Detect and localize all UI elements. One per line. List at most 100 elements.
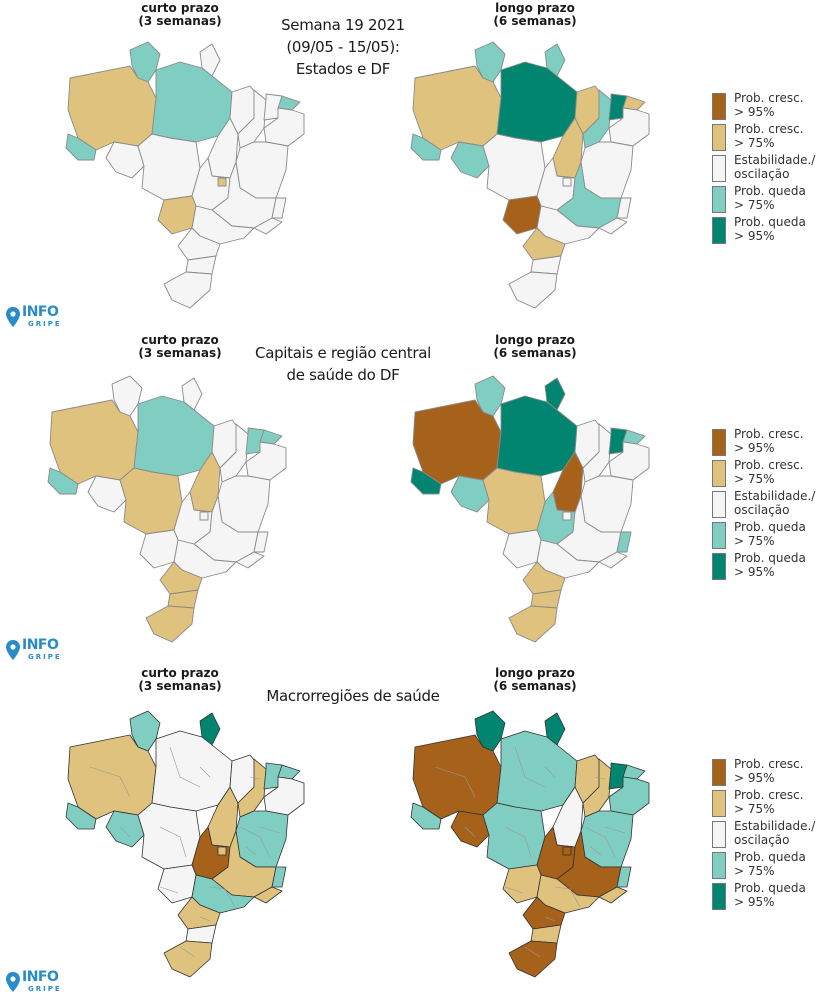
region-rs xyxy=(508,940,558,978)
macro-subdivision-line xyxy=(239,826,271,858)
panel-estados: curto prazo (3 semanas) Semana 19 2021 (… xyxy=(0,0,828,332)
legend-label: Prob. queda > 75% xyxy=(734,184,806,212)
region-rj xyxy=(598,217,628,235)
long-term-header: longo prazo (6 semanas) xyxy=(460,334,610,360)
region-df xyxy=(199,511,209,521)
long-term-label: longo prazo xyxy=(495,666,575,680)
legend-label: Prob. queda > 95% xyxy=(734,881,806,909)
region-rj xyxy=(598,886,628,904)
macro-subdivision-line xyxy=(159,886,179,894)
title-line-2: (09/05 - 15/05): xyxy=(286,38,400,56)
region-rr xyxy=(111,375,143,417)
short-term-weeks: (3 semanas) xyxy=(138,346,222,360)
map-macro-curto-prazo xyxy=(65,710,305,978)
legend-swatch xyxy=(712,522,726,549)
legend-label: Prob. cresc. > 75% xyxy=(734,458,804,486)
panel-capitais: curto prazo (3 semanas) Capitais e regiã… xyxy=(0,332,828,667)
region-mt xyxy=(119,467,183,535)
legend-swatch xyxy=(712,124,726,151)
region-es xyxy=(616,866,632,888)
legend-label: Prob. cresc. > 75% xyxy=(734,788,804,816)
region-ap xyxy=(181,377,203,411)
region-rj xyxy=(253,217,283,235)
legend-label: Prob. queda > 95% xyxy=(734,551,806,579)
long-term-header: longo prazo (6 semanas) xyxy=(460,667,610,693)
macro-subdivision-line xyxy=(590,846,602,856)
location-pin-icon xyxy=(6,640,20,660)
subtitle-line-2: de saúde do DF xyxy=(286,366,400,384)
region-ap xyxy=(544,43,566,77)
region-rn xyxy=(277,95,301,111)
legend-swatch xyxy=(712,429,726,456)
macro-subdivision-line xyxy=(504,826,532,858)
region-ce xyxy=(263,762,283,790)
region-ap xyxy=(544,377,566,411)
short-term-header: curto prazo (3 semanas) xyxy=(105,667,255,693)
legend-item-queda95: Prob. queda > 95% xyxy=(712,551,824,582)
macro-subdivision-line xyxy=(119,826,131,838)
legend-swatch xyxy=(712,491,726,518)
legend-item-cresc95: Prob. cresc. > 95% xyxy=(712,757,824,788)
macro-subdivision-line xyxy=(434,766,476,798)
location-pin-icon xyxy=(6,972,20,992)
infogripe-logo: INFO GRIPE xyxy=(6,970,66,996)
map-capitais-curto-prazo xyxy=(47,375,287,643)
logo-word-info: INFO xyxy=(22,969,59,985)
region-rn xyxy=(622,429,646,445)
legend-item-queda75: Prob. queda > 75% xyxy=(712,184,824,215)
region-ce xyxy=(245,427,265,455)
logo-word-gripe: GRIPE xyxy=(28,653,62,661)
macro-subdivision-line xyxy=(159,826,187,858)
region-es xyxy=(271,866,287,888)
legend-item-estavel: Estabilidade./oscilação xyxy=(712,153,824,184)
legend-item-queda95: Prob. queda > 95% xyxy=(712,881,824,912)
short-term-header: curto prazo (3 semanas) xyxy=(105,2,255,28)
macro-subdivision-line xyxy=(199,766,211,778)
region-ms xyxy=(502,195,542,235)
legend-label: Prob. queda > 75% xyxy=(734,520,806,548)
legend-label: Prob. cresc. > 95% xyxy=(734,757,804,785)
long-term-weeks: (6 semanas) xyxy=(493,679,577,693)
legend-item-estavel: Estabilidade./oscilação xyxy=(712,819,824,850)
region-ap xyxy=(199,43,221,77)
long-term-weeks: (6 semanas) xyxy=(493,346,577,360)
region-mt xyxy=(482,467,546,535)
region-pa xyxy=(151,730,233,812)
legend-item-cresc95: Prob. cresc. > 95% xyxy=(712,91,824,122)
macro-subdivision-line xyxy=(504,886,524,894)
region-rr xyxy=(129,41,161,83)
region-es xyxy=(616,197,632,219)
region-pa xyxy=(151,61,233,143)
legend-swatch xyxy=(712,155,726,182)
infogripe-logo: INFO GRIPE xyxy=(6,305,66,331)
region-ms xyxy=(157,195,197,235)
legend-item-queda75: Prob. queda > 75% xyxy=(712,520,824,551)
map-capitais-longo-prazo xyxy=(410,375,650,643)
macro-subdivision-line xyxy=(245,846,257,856)
legend-item-cresc75: Prob. cresc. > 75% xyxy=(712,458,824,489)
logo-word-gripe: GRIPE xyxy=(28,320,62,328)
region-ac xyxy=(410,467,442,495)
region-df xyxy=(562,511,572,521)
subtitle-line-1: Macrorregiões de saúde xyxy=(266,687,440,705)
region-pa xyxy=(496,730,578,812)
legend-item-cresc75: Prob. cresc. > 75% xyxy=(712,788,824,819)
legend-macro: Prob. cresc. > 95% Prob. cresc. > 75% Estabi… xyxy=(712,757,824,912)
section-title-macro: Macrorregiões de saúde xyxy=(253,685,453,707)
legend-estados: Prob. cresc. > 95% Prob. cresc. > 75% Estabi… xyxy=(712,91,824,246)
region-ba xyxy=(217,475,271,533)
region-pa xyxy=(133,395,215,477)
region-rs xyxy=(145,605,195,643)
region-rj xyxy=(253,886,283,904)
region-ce xyxy=(608,93,628,121)
legend-label: Estabilidade./oscilação xyxy=(734,153,816,181)
map-estados-longo-prazo xyxy=(410,41,650,309)
legend-label: Estabilidade./oscilação xyxy=(734,819,816,847)
legend-swatch xyxy=(712,217,726,244)
section-title-capitais: Capitais e região central de saúde do DF xyxy=(243,342,443,386)
region-pa xyxy=(496,61,578,143)
legend-swatch xyxy=(712,821,726,848)
region-ap xyxy=(199,712,221,746)
region-rn xyxy=(622,764,646,780)
panel-macrorregioes: curto prazo (3 semanas) Macrorregiões de… xyxy=(0,667,828,1000)
